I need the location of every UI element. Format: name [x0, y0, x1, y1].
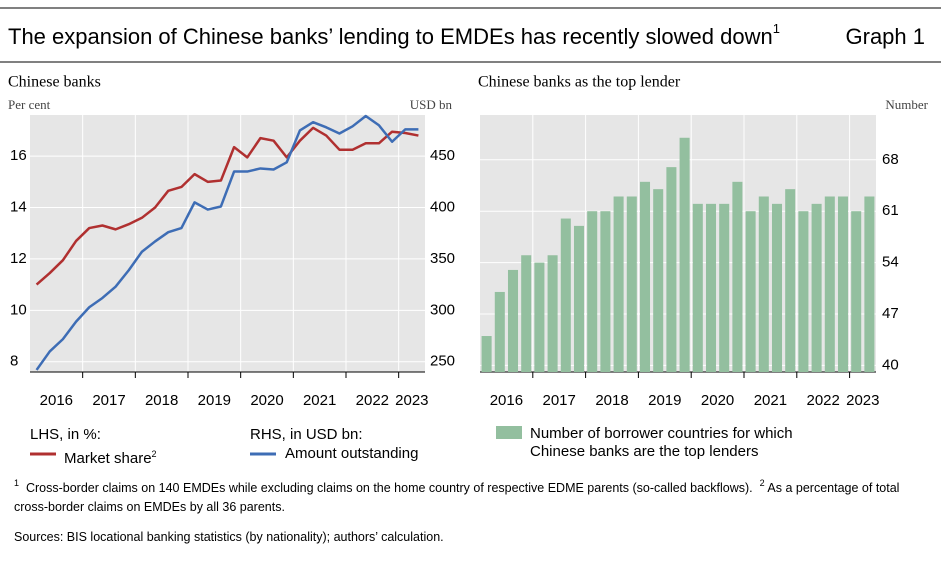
y-tick-label: 8 — [10, 353, 18, 370]
x-tick-label: 2019 — [198, 392, 231, 409]
legend-entry: Market share2 — [64, 445, 157, 468]
y-tick-label: 40 — [882, 356, 899, 373]
plot-area — [480, 115, 876, 372]
x-tick-label: 2020 — [250, 392, 283, 409]
legend-swatch — [496, 426, 522, 439]
sources: Sources: BIS locational banking statisti… — [14, 530, 444, 544]
x-tick-label: 2023 — [846, 392, 879, 409]
bar — [587, 211, 598, 372]
y-tick-label: 10 — [10, 301, 27, 318]
x-tick-label: 2016 — [40, 392, 73, 409]
y2-axis-unit: USD bn — [410, 97, 453, 112]
bar — [692, 203, 703, 372]
x-tick-label: 2018 — [145, 392, 178, 409]
bar — [758, 196, 769, 372]
bar — [481, 336, 492, 372]
footnote-text: As a percentage of total cross-border cl… — [14, 481, 900, 514]
bar — [811, 203, 822, 372]
y-tick-label: 61 — [882, 202, 899, 219]
legend-label: Amount outstanding — [285, 445, 419, 462]
y-axis-unit: Number — [885, 97, 928, 112]
footnote-marker: 2 — [759, 478, 765, 488]
legend-note: 2 — [151, 449, 157, 459]
y-tick-label: 47 — [882, 305, 899, 322]
x-tick-label: 2022 — [807, 392, 840, 409]
y-tick-label: 14 — [10, 198, 27, 215]
bar — [547, 255, 558, 372]
footnotes: 1 Cross-border claims on 140 EMDEs while… — [14, 474, 929, 517]
bar — [771, 203, 783, 372]
x-tick-label: 2021 — [303, 392, 336, 409]
bar — [521, 255, 532, 372]
x-tick-label: 2017 — [543, 392, 576, 409]
x-tick-label: 2022 — [356, 392, 389, 409]
line-series — [35, 114, 419, 371]
y-tick-label: 68 — [882, 151, 899, 168]
graph-label: Graph 1 — [846, 24, 926, 49]
bar — [573, 225, 585, 372]
y2-tick-label: 350 — [430, 250, 455, 267]
bar — [507, 269, 519, 372]
bar — [785, 189, 796, 372]
x-tick-label: 2021 — [754, 392, 787, 409]
legend-group: LHS, in %: — [30, 426, 101, 443]
x-tick-label: 2020 — [701, 392, 734, 409]
x-tick-label: 2023 — [395, 392, 428, 409]
bar — [864, 196, 875, 372]
bar — [534, 262, 545, 372]
bar — [494, 291, 505, 372]
bar — [653, 189, 664, 372]
panel-title: Chinese banks as the top lender — [478, 74, 681, 91]
y-tick-label: 54 — [882, 254, 899, 271]
x-tick-label: 2017 — [92, 392, 125, 409]
legend-label: Market share — [64, 450, 152, 467]
bar — [745, 211, 756, 372]
bar — [705, 203, 717, 372]
bar — [560, 218, 571, 372]
bar — [639, 181, 651, 372]
x-tick-label: 2018 — [595, 392, 628, 409]
bar — [626, 196, 637, 372]
bar — [600, 211, 611, 372]
y2-tick-label: 300 — [430, 301, 455, 318]
bar — [824, 196, 835, 372]
x-tick-label: 2016 — [490, 392, 523, 409]
page-title: The expansion of Chinese banks’ lending … — [8, 21, 780, 48]
x-tick-label: 2019 — [648, 392, 681, 409]
plot-area — [30, 115, 425, 372]
line-series — [35, 126, 419, 286]
bar — [837, 196, 849, 372]
bar — [613, 196, 624, 372]
footnote-text: Cross-border claims on 140 EMDEs while e… — [25, 481, 753, 495]
footnote-marker: 1 — [14, 478, 20, 488]
y-tick-label: 12 — [10, 250, 27, 267]
y-tick-label: 16 — [10, 147, 27, 164]
legend-group: RHS, in USD bn: — [250, 426, 363, 443]
bar — [798, 211, 809, 372]
title-text: The expansion of Chinese banks’ lending … — [8, 24, 773, 49]
bar — [732, 181, 743, 372]
y2-tick-label: 250 — [430, 353, 455, 370]
y2-tick-label: 400 — [430, 198, 455, 215]
panel-title: Chinese banks — [8, 74, 101, 91]
title-note: 1 — [773, 21, 780, 36]
legend-label: Number of borrower countries for which C… — [530, 425, 793, 460]
bar — [666, 167, 677, 372]
y2-tick-label: 450 — [430, 147, 455, 164]
bar — [679, 137, 690, 372]
bar — [719, 203, 730, 372]
y-axis-unit: Per cent — [8, 97, 51, 112]
bar — [851, 211, 862, 372]
